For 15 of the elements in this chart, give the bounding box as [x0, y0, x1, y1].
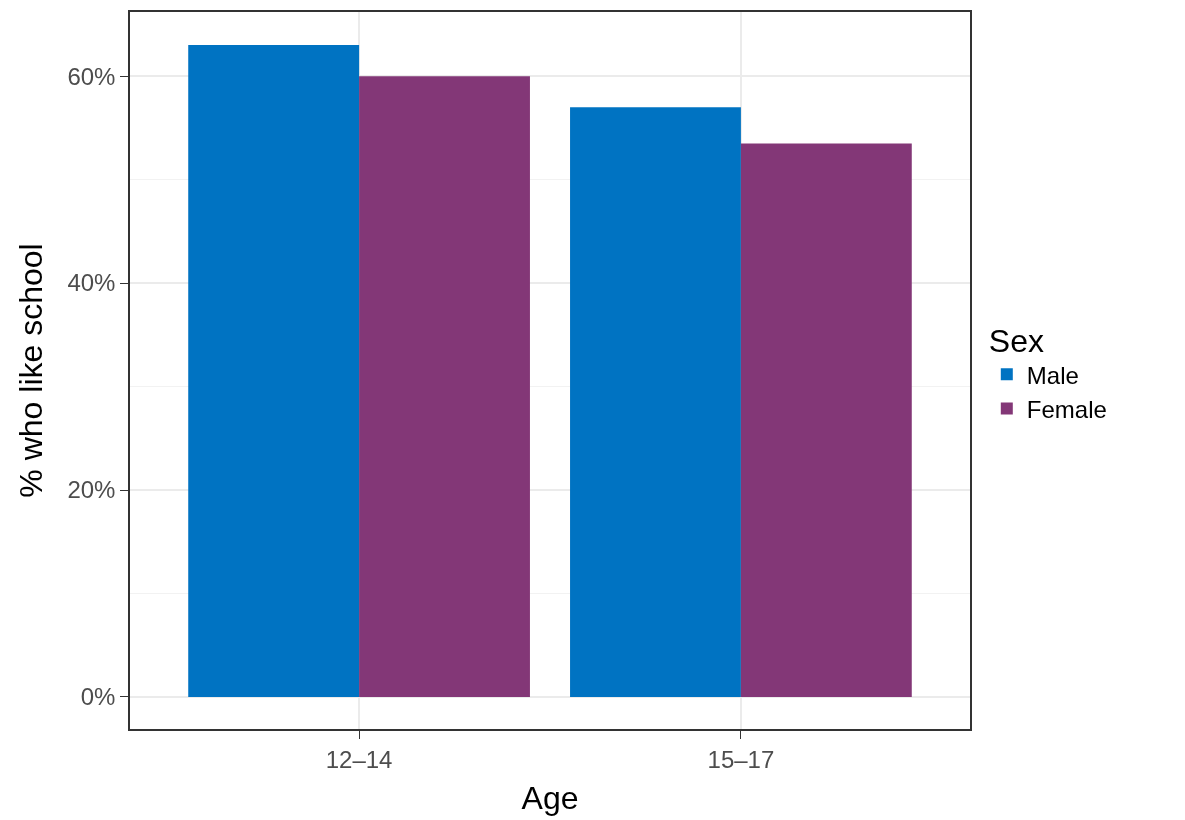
bar	[740, 143, 912, 697]
y-tick-label: 0%	[80, 683, 116, 711]
y-axis-title: % who like school	[13, 243, 50, 498]
bar	[570, 107, 741, 697]
y-tick-label: 60%	[67, 62, 116, 90]
y-tick-label: 40%	[67, 269, 116, 297]
y-tick-label: 20%	[67, 476, 116, 504]
x-tick-label: 15–17	[707, 745, 775, 773]
legend-label: Female	[1026, 395, 1107, 423]
bar	[359, 76, 530, 697]
legend-title: Sex	[988, 323, 1044, 360]
legend-label: Male	[1026, 361, 1079, 389]
x-tick-label: 12–14	[325, 745, 393, 773]
bar	[188, 45, 360, 697]
x-axis-title: Age	[521, 779, 579, 816]
